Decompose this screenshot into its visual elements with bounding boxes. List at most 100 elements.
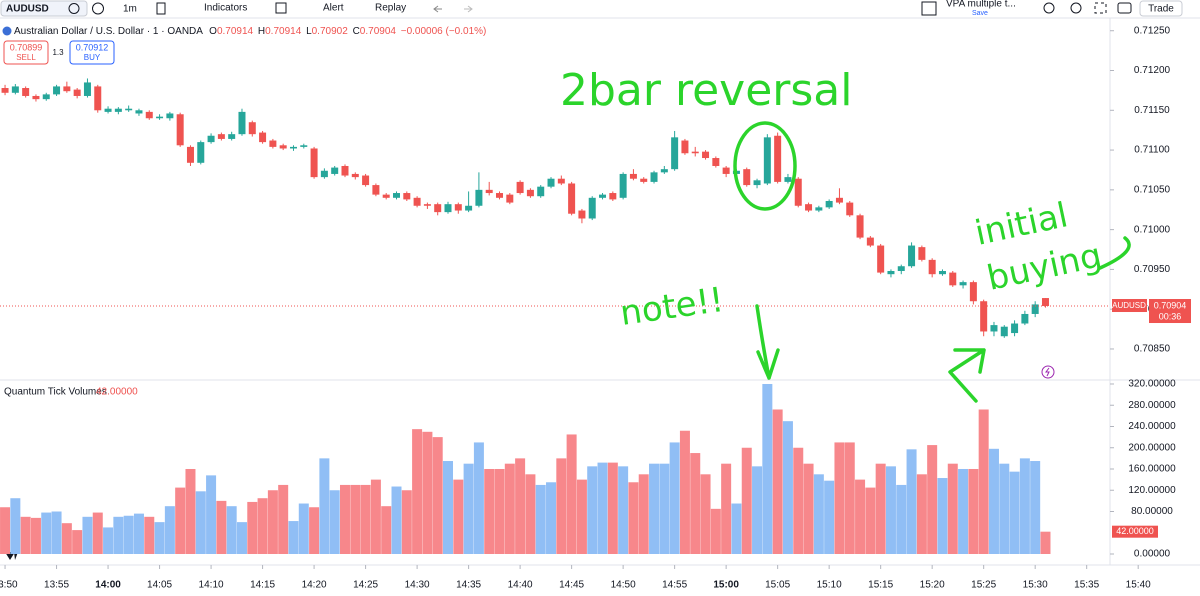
candle-body bbox=[1000, 326, 1008, 337]
candle-body bbox=[825, 200, 833, 208]
ohlc-label: H bbox=[258, 26, 265, 37]
layout-name[interactable]: VPA multiple t... bbox=[946, 0, 1016, 10]
volume-bar bbox=[741, 447, 752, 555]
snapshot-icon[interactable] bbox=[1117, 2, 1132, 14]
add-symbol-icon[interactable] bbox=[92, 2, 104, 15]
volume-bar bbox=[968, 468, 979, 555]
y-tick-label: 0.71250 bbox=[1134, 25, 1171, 36]
volume-bar bbox=[1030, 461, 1041, 555]
volume-bar bbox=[20, 516, 31, 555]
volume-bar bbox=[309, 507, 320, 555]
x-tick-label: 15:20 bbox=[920, 580, 945, 591]
fullscreen-icon[interactable] bbox=[1094, 2, 1107, 14]
candle-body bbox=[53, 86, 61, 95]
volume-bar bbox=[1009, 471, 1020, 555]
alert[interactable]: Alert bbox=[323, 3, 344, 14]
settings-icon[interactable] bbox=[1070, 2, 1082, 14]
y-tick-label: 280.00000 bbox=[1128, 400, 1176, 411]
x-tick-label: 15:40 bbox=[1126, 580, 1151, 591]
candle-body bbox=[980, 301, 988, 332]
candle-body bbox=[372, 185, 380, 195]
volume-bar bbox=[123, 515, 134, 555]
volume-bar bbox=[319, 458, 330, 555]
chart-type-icon[interactable] bbox=[156, 2, 166, 15]
price-tag: 0.70904 bbox=[1154, 300, 1187, 310]
ohlc-label: L bbox=[306, 26, 312, 37]
candle-body bbox=[578, 210, 586, 219]
symbol-search[interactable] bbox=[0, 0, 88, 17]
x-tick-label: 14:30 bbox=[405, 580, 430, 591]
candle-body bbox=[217, 134, 225, 139]
x-tick-label: 15:30 bbox=[1023, 580, 1048, 591]
volume-bar bbox=[947, 463, 958, 555]
volume-bar bbox=[855, 479, 866, 555]
interval[interactable]: 1m bbox=[123, 4, 137, 15]
volume-bar bbox=[772, 409, 783, 555]
volume-bar bbox=[988, 448, 999, 555]
volume-bar bbox=[443, 461, 454, 555]
x-tick-label: 14:55 bbox=[662, 580, 687, 591]
candle-body bbox=[712, 158, 720, 166]
x-tick-label: 14:25 bbox=[353, 580, 378, 591]
symbol[interactable]: AUDUSD bbox=[6, 4, 49, 15]
volume-bar bbox=[999, 463, 1010, 555]
sell-price[interactable]: 0.70899 bbox=[10, 42, 43, 52]
templates-icon[interactable] bbox=[275, 2, 287, 14]
price-tag-bg bbox=[1149, 299, 1191, 324]
volume-bar bbox=[92, 512, 103, 555]
volume-bar bbox=[824, 480, 835, 555]
save[interactable]: Save bbox=[972, 10, 988, 17]
candle-body bbox=[228, 134, 236, 139]
layout-icon[interactable] bbox=[921, 1, 937, 16]
candle-body bbox=[908, 245, 916, 267]
volume-bar bbox=[916, 474, 927, 555]
x-tick-label: 14:40 bbox=[508, 580, 533, 591]
trade-button[interactable] bbox=[1139, 0, 1183, 17]
volume-bar bbox=[906, 449, 917, 555]
redo-icon[interactable] bbox=[464, 5, 473, 13]
buy-button[interactable] bbox=[69, 40, 115, 65]
annotation-arrow bbox=[948, 348, 986, 403]
volume-bar bbox=[51, 511, 62, 555]
candle-body bbox=[63, 86, 71, 92]
sell-button[interactable] bbox=[3, 40, 49, 65]
candle-body bbox=[506, 194, 514, 203]
volume-tag-bg bbox=[1112, 525, 1158, 538]
buy-label[interactable]: BUY bbox=[84, 53, 101, 62]
volume-bar bbox=[216, 500, 227, 555]
replay[interactable]: Replay bbox=[375, 3, 406, 14]
candle-body bbox=[413, 197, 421, 206]
candle-body bbox=[928, 259, 936, 275]
volume-bar bbox=[752, 466, 763, 555]
trade[interactable]: Trade bbox=[1148, 4, 1174, 15]
candle-body bbox=[537, 186, 545, 197]
volume-bar bbox=[587, 466, 598, 555]
volume-bar bbox=[82, 516, 93, 555]
compare-icon[interactable] bbox=[68, 3, 80, 14]
volume-bar bbox=[41, 512, 52, 555]
candle-body bbox=[485, 189, 493, 194]
ohlc-label: O bbox=[209, 26, 217, 37]
volume-bar bbox=[236, 522, 247, 555]
ohlc-value: 0.70914 bbox=[265, 26, 302, 37]
candle-body bbox=[382, 194, 390, 198]
plot: 13:50 13:55 14:00 14:05 14:10 14:15 14:20 14:25… bbox=[0, 25, 1191, 591]
volume-bar bbox=[206, 475, 217, 555]
volume-tag: 42.00000 bbox=[1116, 526, 1154, 536]
candle-body bbox=[259, 132, 267, 143]
price-tag-symbol: AUDUSD bbox=[1112, 301, 1146, 310]
x-tick-label: 15:05 bbox=[765, 580, 790, 591]
search-icon[interactable] bbox=[1043, 2, 1055, 14]
volume-bar bbox=[834, 442, 845, 555]
buy-price[interactable]: 0.70912 bbox=[76, 42, 109, 52]
volume-bar bbox=[875, 463, 886, 555]
volume-bar bbox=[844, 442, 855, 555]
candle-body bbox=[392, 193, 400, 198]
undo-icon[interactable] bbox=[433, 5, 442, 13]
indicators[interactable]: Indicators bbox=[204, 3, 247, 14]
volume-bar bbox=[195, 491, 206, 555]
volume-bar bbox=[175, 487, 186, 555]
volume-bar bbox=[185, 468, 196, 555]
candle-body bbox=[938, 271, 946, 275]
sell-label[interactable]: SELL bbox=[16, 53, 36, 62]
